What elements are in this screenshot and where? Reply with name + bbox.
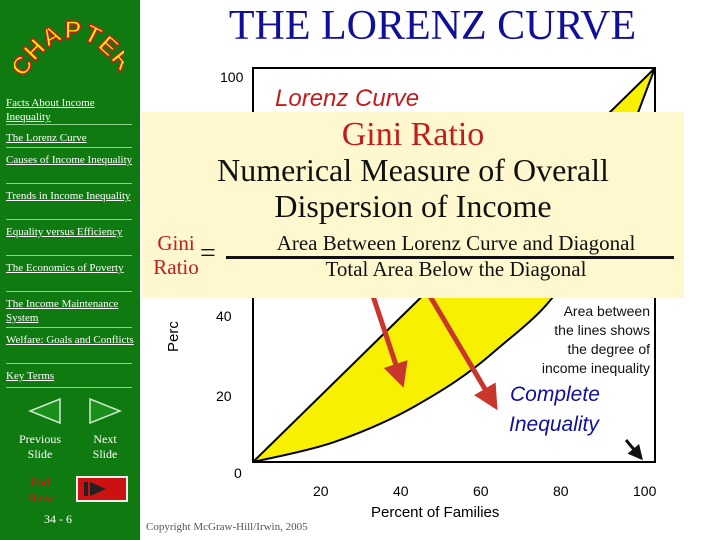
sidebar-divider: [6, 183, 132, 184]
gini-formula-lhs: Gini Ratio: [150, 231, 202, 279]
complete-inequality-line-1: Complete: [510, 383, 600, 406]
y-axis-label: Perc: [165, 321, 182, 352]
sidebar-item-welfare[interactable]: Welfare: Goals and Conflicts: [6, 334, 134, 346]
copyright-note: Copyright McGraw-Hill/Irwin, 2005: [146, 521, 308, 533]
sidebar-divider: [6, 124, 132, 125]
sidebar-divider: [6, 387, 132, 388]
sidebar-divider: [6, 255, 132, 256]
x-tick-80: 80: [553, 483, 569, 499]
sidebar-item-trends[interactable]: Trends in Income Inequality: [6, 190, 131, 202]
previous-arrow-icon[interactable]: [24, 396, 68, 426]
gini-equals-sign: =: [200, 238, 216, 269]
sidebar-item-causes[interactable]: Causes of Income Inequality: [6, 154, 133, 166]
svg-text:CHAPTER: CHAPTER: [14, 16, 124, 81]
slide-number: 34 - 6: [44, 512, 72, 526]
sidebar-item-poverty[interactable]: The Economics of Poverty: [6, 262, 124, 274]
end-bar-icon: [84, 482, 88, 496]
y-tick-0: 0: [234, 465, 242, 481]
page-title: THE LORENZ CURVE: [228, 3, 637, 49]
previous-slide-button[interactable]: Previous Slide: [19, 432, 61, 461]
end-show-label[interactable]: End Show: [26, 475, 54, 505]
sidebar-item-facts[interactable]: Facts About Income Inequality: [6, 97, 95, 123]
sidebar-item-equality[interactable]: Equality versus Efficiency: [6, 226, 123, 238]
x-tick-100: 100: [633, 483, 657, 499]
y-tick-100: 100: [220, 69, 244, 85]
x-axis-label: Percent of Families: [371, 504, 499, 521]
arrow-to-corner: [624, 439, 643, 461]
gini-numerator: Area Between Lorenz Curve and Diagonal: [276, 231, 636, 255]
area-note-line-4: income inequality: [542, 360, 650, 376]
gini-desc-line-1: Numerical Measure of Overall: [217, 152, 609, 188]
sidebar: CHAPTER Facts About Income Inequality Th…: [0, 0, 140, 540]
sidebar-item-key-terms[interactable]: Key Terms: [6, 370, 55, 382]
next-slide-button[interactable]: Next Slide: [92, 432, 118, 461]
area-note-line-2: the lines shows: [554, 322, 650, 338]
gini-lhs-line-2: Ratio: [153, 255, 199, 279]
gini-desc-line-2: Dispersion of Income: [274, 188, 552, 224]
area-note-line-1: Area between: [564, 303, 650, 319]
y-tick-40: 40: [216, 308, 232, 324]
end-play-icon: [90, 482, 106, 496]
x-tick-40: 40: [393, 483, 409, 499]
complete-inequality-line-2: Inequality: [509, 413, 600, 436]
sidebar-divider: [6, 327, 132, 328]
gini-title: Gini Ratio: [341, 116, 485, 153]
sidebar-divider: [6, 291, 132, 292]
sidebar-item-lorenz-curve[interactable]: The Lorenz Curve: [6, 132, 87, 144]
sidebar-divider: [6, 147, 132, 148]
gini-description: Numerical Measure of Overall Dispersion …: [142, 152, 684, 224]
area-note-line-3: the degree of: [567, 341, 650, 357]
gini-ratio-box: Gini Ratio Numerical Measure of Overall …: [142, 112, 684, 298]
sidebar-item-income-maintenance[interactable]: The Income Maintenance System: [6, 298, 119, 324]
fraction-bar: [226, 256, 674, 259]
x-tick-20: 20: [313, 483, 329, 499]
sidebar-divider: [6, 219, 132, 220]
gini-denominator: Total Area Below the Diagonal: [325, 257, 587, 281]
chapter-logo: CHAPTER: [14, 16, 124, 82]
next-arrow-icon[interactable]: [84, 396, 128, 426]
x-tick-60: 60: [473, 483, 489, 499]
logo-text: CHAPTER: [14, 16, 124, 82]
y-tick-20: 20: [216, 388, 232, 404]
gini-lhs-line-1: Gini: [157, 231, 195, 255]
sidebar-divider: [6, 363, 132, 364]
end-show-button[interactable]: [76, 476, 128, 502]
curve-title: Lorenz Curve: [275, 85, 419, 112]
